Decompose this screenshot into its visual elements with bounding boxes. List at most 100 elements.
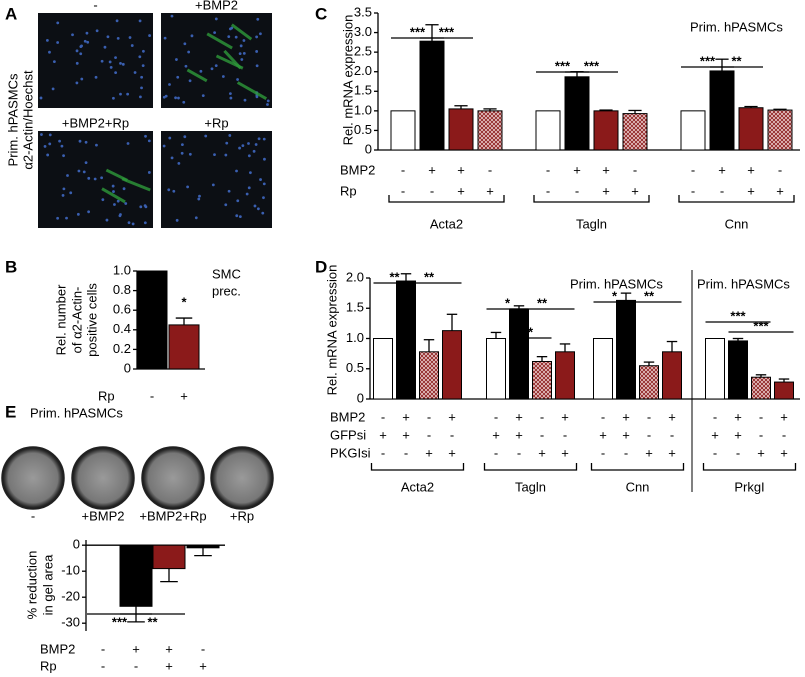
bar (709, 70, 735, 151)
condition-sign: + (486, 183, 494, 198)
condition-sign: + (718, 162, 726, 177)
significance-label: *** (555, 58, 571, 73)
condition-sign: + (132, 641, 140, 656)
condition-sign: - (101, 641, 105, 656)
group-label: Tagln (576, 216, 607, 231)
condition-sign: - (494, 409, 498, 424)
significance-label: ** (537, 295, 548, 310)
nucleus (188, 152, 192, 156)
nucleus (124, 202, 128, 205)
y-tick-label: 2.0 (346, 269, 364, 284)
significance-label: * (505, 295, 511, 310)
condition-label: BMP2 (340, 162, 375, 177)
nucleus (112, 190, 115, 193)
condition-sign: - (691, 162, 695, 177)
condition-sign: - (782, 427, 786, 442)
nucleus (227, 189, 231, 193)
condition-sign: - (134, 658, 138, 673)
nucleus (143, 204, 147, 208)
condition-sign: - (150, 388, 154, 403)
nucleus (259, 178, 262, 181)
side-label: Prim. hPASMCs (5, 73, 20, 166)
group-bracket (370, 463, 465, 471)
nucleus (266, 103, 269, 106)
bar (738, 107, 764, 151)
condition-sign: - (713, 409, 717, 424)
group-label: PrkgI (734, 479, 764, 494)
y-tick-label: 0.4 (113, 321, 131, 336)
nucleus (183, 42, 187, 46)
nucleus (172, 189, 176, 193)
nucleus (75, 81, 79, 85)
nucleus (188, 79, 192, 83)
nucleus (65, 216, 68, 220)
bar (390, 110, 416, 151)
significance-label: * (528, 324, 534, 339)
nucleus (201, 94, 205, 97)
nucleus (174, 96, 177, 100)
y-axis-label: positive cells (84, 283, 99, 357)
condition-sign: + (379, 427, 387, 442)
nucleus (182, 100, 186, 104)
condition-sign: + (711, 427, 719, 442)
condition-sign: - (517, 445, 521, 460)
condition-sign: - (575, 183, 579, 198)
nucleus (257, 137, 261, 141)
bar (442, 330, 462, 400)
bar (168, 324, 200, 370)
nucleus (121, 62, 125, 66)
condition-sign: + (645, 445, 653, 460)
nucleus (140, 75, 144, 79)
condition-sign: + (668, 409, 676, 424)
nucleus (95, 143, 98, 147)
nucleus (131, 222, 135, 226)
nucleus (254, 143, 258, 146)
nucleus (197, 197, 201, 201)
condition-sign: - (450, 427, 454, 442)
nucleus (239, 44, 243, 48)
condition-sign: - (201, 641, 205, 656)
nucleus (56, 216, 60, 220)
nucleus (119, 92, 122, 96)
nucleus (262, 182, 266, 186)
annotation: SMC (212, 266, 241, 281)
nucleus (128, 36, 132, 39)
nucleus (58, 139, 61, 143)
nucleus (75, 61, 79, 65)
condition-sign: + (561, 409, 569, 424)
micrograph (38, 13, 153, 108)
condition-sign: - (647, 427, 651, 442)
condition-sign: - (488, 162, 492, 177)
nucleus (190, 34, 194, 38)
nucleus (253, 204, 257, 208)
nucleus (69, 191, 73, 195)
nucleus (247, 154, 251, 158)
y-tick-label: -10 (61, 563, 80, 578)
bar (774, 381, 794, 400)
bar (152, 544, 186, 570)
bar (593, 338, 613, 400)
condition-sign: + (631, 183, 639, 198)
y-tick-label: 0.5 (346, 360, 364, 375)
nucleus (243, 98, 247, 102)
nucleus (255, 64, 259, 68)
nucleus (180, 151, 184, 155)
significance-label: *** (112, 614, 128, 629)
bar (767, 109, 793, 151)
group-label: Acta2 (430, 216, 463, 231)
nucleus (147, 139, 151, 143)
nucleus (175, 58, 178, 61)
nucleus (252, 149, 256, 153)
nucleus (204, 134, 208, 138)
condition-sign: + (402, 427, 410, 442)
gel-dish (1, 446, 65, 510)
dish-label: +Rp (230, 508, 254, 523)
condition-sign: + (457, 162, 465, 177)
gel-dish (210, 446, 274, 510)
nucleus (48, 142, 52, 146)
condition-sign: - (404, 445, 408, 460)
bar (186, 544, 220, 549)
bar (136, 270, 168, 370)
panel-letter: B (5, 257, 17, 276)
nucleus (116, 199, 120, 203)
